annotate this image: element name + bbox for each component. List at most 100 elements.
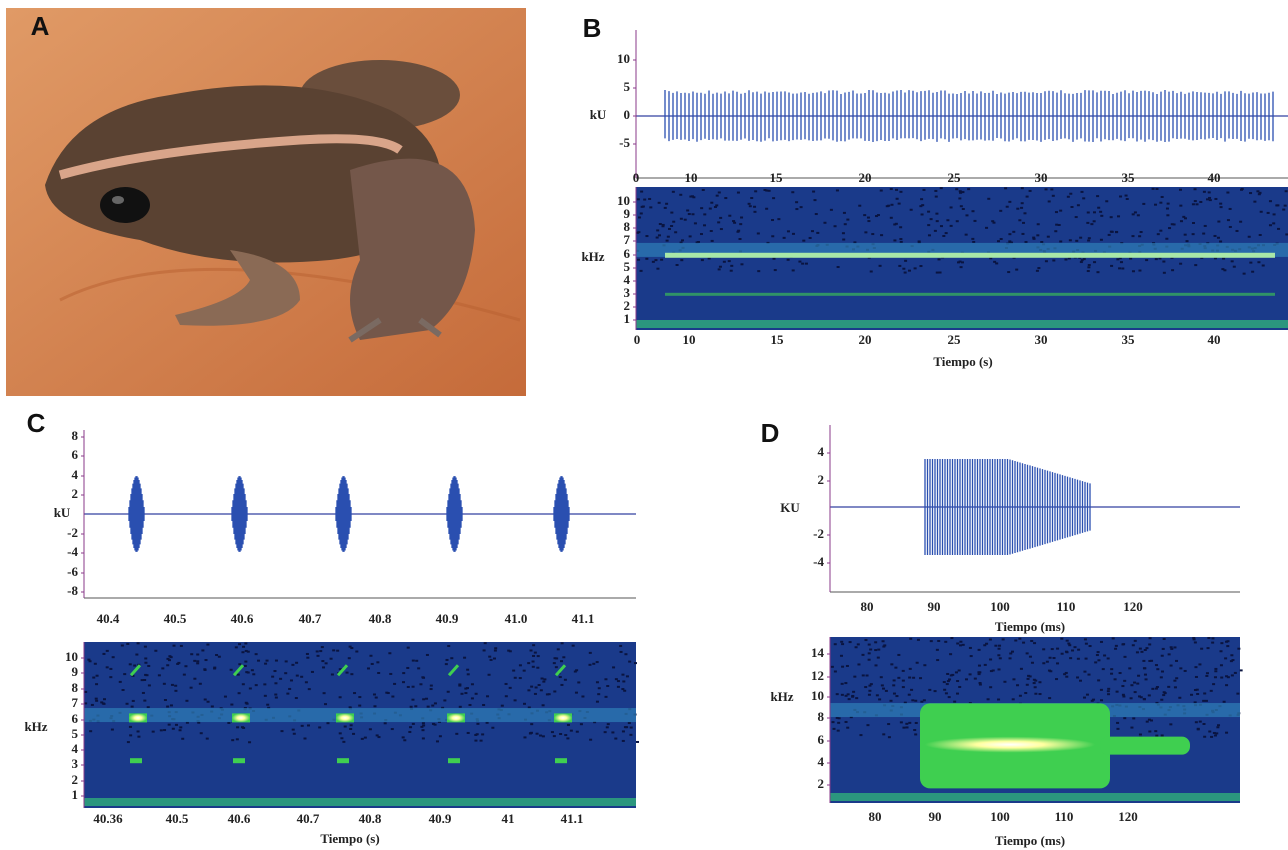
- noise: [1022, 641, 1026, 644]
- noise: [957, 669, 961, 672]
- noise: [841, 643, 845, 646]
- noise: [1211, 637, 1215, 640]
- noise: [321, 660, 325, 663]
- noise: [245, 702, 249, 705]
- noise: [1018, 694, 1022, 697]
- noise: [593, 721, 597, 724]
- noise: [1083, 696, 1087, 699]
- noise: [968, 646, 972, 649]
- noise: [264, 662, 268, 665]
- noise: [868, 684, 872, 687]
- noise: [1067, 642, 1071, 645]
- noise: [243, 707, 247, 710]
- x-tick-label: 40.8: [369, 611, 392, 626]
- noise: [1092, 698, 1096, 701]
- noise: [718, 265, 722, 268]
- noise: [876, 656, 880, 659]
- noise: [983, 644, 987, 647]
- noise: [945, 683, 949, 686]
- noise: [876, 214, 880, 217]
- noise: [1162, 271, 1166, 274]
- noise: [1206, 647, 1210, 650]
- noise: [169, 704, 173, 707]
- noise: [844, 720, 848, 723]
- noise: [592, 662, 596, 665]
- noise: [589, 738, 593, 741]
- noise: [176, 662, 180, 665]
- noise: [773, 269, 777, 272]
- noise: [791, 232, 795, 235]
- noise: [655, 236, 659, 239]
- noise: [1087, 239, 1091, 242]
- noise: [348, 706, 352, 709]
- note: [448, 758, 460, 764]
- noise: [1086, 211, 1090, 214]
- noise: [560, 683, 564, 686]
- noise: [248, 687, 252, 690]
- noise: [901, 679, 905, 682]
- noise: [1096, 195, 1100, 198]
- noise: [528, 732, 532, 735]
- y-tick-label: 8: [818, 709, 825, 724]
- noise: [1192, 222, 1196, 225]
- noise: [933, 690, 937, 693]
- noise: [961, 191, 965, 194]
- noise: [958, 260, 962, 263]
- noise: [292, 732, 296, 735]
- noise: [964, 233, 968, 236]
- noise: [831, 721, 835, 724]
- noise: [1151, 687, 1155, 690]
- noise: [703, 213, 707, 216]
- noise: [100, 701, 104, 704]
- noise: [489, 658, 493, 661]
- noise: [1225, 675, 1229, 678]
- noise: [326, 722, 330, 725]
- noise: [612, 666, 616, 669]
- noise: [890, 203, 894, 206]
- noise: [1237, 647, 1241, 650]
- x-tick-label: 41: [502, 811, 515, 826]
- noise: [756, 232, 760, 235]
- noise: [1224, 657, 1228, 660]
- y-tick-label: 3: [624, 285, 631, 300]
- x-tick-label: 40.6: [231, 611, 254, 626]
- noise: [168, 655, 172, 658]
- noise: [486, 695, 490, 698]
- noise: [942, 234, 946, 237]
- noise: [977, 648, 981, 651]
- noise: [338, 668, 342, 671]
- noise: [927, 210, 931, 213]
- noise: [458, 683, 462, 686]
- noise: [1159, 676, 1163, 679]
- noise: [121, 688, 125, 691]
- x-tick-label: 15: [771, 332, 785, 347]
- noise: [892, 684, 896, 687]
- noise: [835, 189, 839, 192]
- noise: [446, 690, 450, 693]
- band: [84, 708, 636, 723]
- noise: [295, 674, 299, 677]
- noise: [636, 231, 640, 234]
- noise: [1202, 699, 1206, 702]
- noise: [358, 704, 362, 707]
- noise: [1076, 676, 1080, 679]
- noise: [1084, 657, 1088, 660]
- noise: [991, 220, 995, 223]
- noise: [92, 676, 96, 679]
- noise: [1179, 204, 1183, 207]
- noise: [1054, 211, 1058, 214]
- noise: [680, 259, 684, 262]
- noise: [1154, 730, 1158, 733]
- note: [447, 664, 460, 677]
- noise: [899, 240, 903, 243]
- noise: [411, 722, 415, 725]
- noise: [422, 698, 426, 701]
- noise: [977, 673, 981, 676]
- noise: [1110, 672, 1114, 675]
- noise: [263, 694, 267, 697]
- y-axis-label: kU: [590, 107, 607, 122]
- noise: [199, 732, 203, 735]
- noise: [1123, 679, 1127, 682]
- y-tick-label: 2: [72, 772, 79, 787]
- note: [925, 736, 1095, 753]
